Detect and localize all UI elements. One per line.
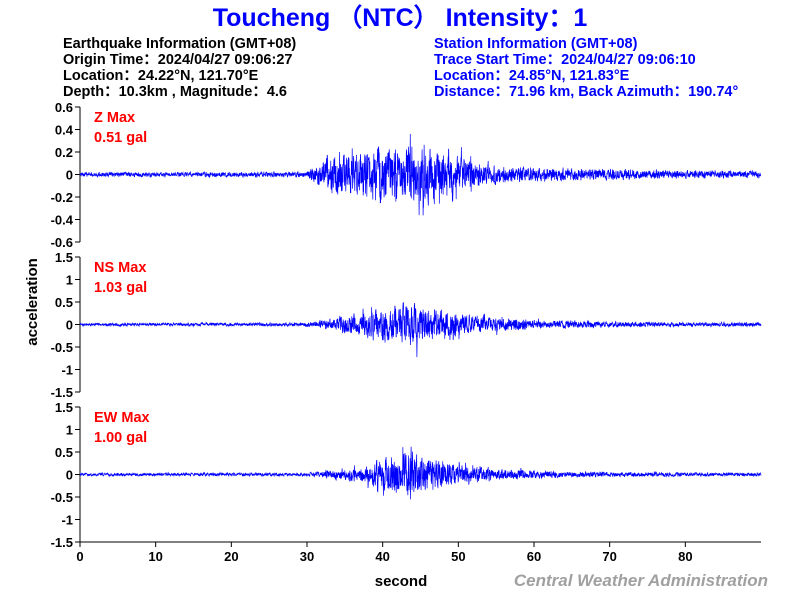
x-tick-label: 0 xyxy=(76,549,83,564)
y-tick-label: -1.5 xyxy=(51,385,73,400)
y-tick-label: 1 xyxy=(66,273,73,288)
y-tick-label: -1 xyxy=(61,513,73,528)
panel-3: -1.5 -1 -0.5 0 0.5 1 1.5 EW Max 1.00 gal xyxy=(51,400,762,550)
y-tick-label: -1.5 xyxy=(51,535,73,550)
y-tick-label: 1.5 xyxy=(55,250,73,265)
y-tick-label: 0.2 xyxy=(55,145,73,160)
max-value: 1.03 gal xyxy=(94,280,147,296)
station-info-header: Station Information (GMT+08) xyxy=(434,36,638,52)
y-tick-label: 0.4 xyxy=(55,123,74,138)
y-tick-label: 0 xyxy=(66,168,73,183)
y-tick-label: -1 xyxy=(61,363,73,378)
x-tick-label: 70 xyxy=(602,549,616,564)
x-tick-label: 50 xyxy=(451,549,465,564)
origin-time: Origin Time：2024/04/27 09:06:27 xyxy=(63,52,292,68)
earthquake-info: Earthquake Information (GMT+08) Origin T… xyxy=(63,36,296,100)
y-axis-label: acceleration xyxy=(24,258,41,346)
y-tick-label: 1 xyxy=(66,423,73,438)
max-label: EW Max xyxy=(94,410,150,426)
y-tick-label: 1.5 xyxy=(55,400,73,415)
x-tick-label: 40 xyxy=(375,549,389,564)
max-label: NS Max xyxy=(94,260,146,276)
y-tick-label: -0.5 xyxy=(51,490,73,505)
earthquake-info-header: Earthquake Information (GMT+08) xyxy=(63,36,296,52)
x-tick-label: 80 xyxy=(678,549,692,564)
chart-title: Toucheng （NTC） Intensity：1 xyxy=(213,3,588,32)
distance-azimuth: Distance：71.96 km, Back Azimuth：190.74° xyxy=(434,84,738,100)
y-tick-label: 0.5 xyxy=(55,295,73,310)
x-tick-label: 10 xyxy=(148,549,162,564)
max-label: Z Max xyxy=(94,110,135,126)
x-tick-label: 30 xyxy=(300,549,314,564)
panel-2: -1.5 -1 -0.5 0 0.5 1 1.5 NS Max 1.03 gal xyxy=(51,250,762,400)
y-tick-label: -0.2 xyxy=(51,190,73,205)
y-tick-label: -0.5 xyxy=(51,340,73,355)
x-axis: 0 10 20 30 40 50 60 70 80 xyxy=(76,541,761,564)
depth-magnitude: Depth：10.3km , Magnitude：4.6 xyxy=(63,84,287,100)
y-tick-label: 0.5 xyxy=(55,445,73,460)
x-tick-label: 20 xyxy=(224,549,238,564)
max-value: 0.51 gal xyxy=(94,130,147,146)
y-tick-label: -0.4 xyxy=(51,213,74,228)
waveform-trace xyxy=(79,302,762,358)
trace-start-time: Trace Start Time：2024/04/27 09:06:10 xyxy=(434,52,696,68)
waveform-trace xyxy=(79,446,762,500)
waveform-trace xyxy=(79,133,762,216)
credit-text: Central Weather Administration xyxy=(514,571,768,590)
y-tick-label: 0 xyxy=(66,318,73,333)
y-tick-label: 0 xyxy=(66,468,73,483)
epicenter-location: Location：24.22°N, 121.70°E xyxy=(63,68,259,84)
station-location: Location：24.85°N, 121.83°E xyxy=(434,68,630,84)
station-info: Station Information (GMT+08) Trace Start… xyxy=(434,36,738,100)
y-tick-label: 0.6 xyxy=(55,100,73,115)
x-axis-label: second xyxy=(375,573,428,590)
y-tick-label: -0.6 xyxy=(51,235,73,250)
panel-1: -0.6 -0.4 -0.2 0 0.2 0.4 0.6 Z Max 0.51 gal xyxy=(51,100,762,250)
max-value: 1.00 gal xyxy=(94,430,147,446)
x-tick-label: 60 xyxy=(527,549,541,564)
